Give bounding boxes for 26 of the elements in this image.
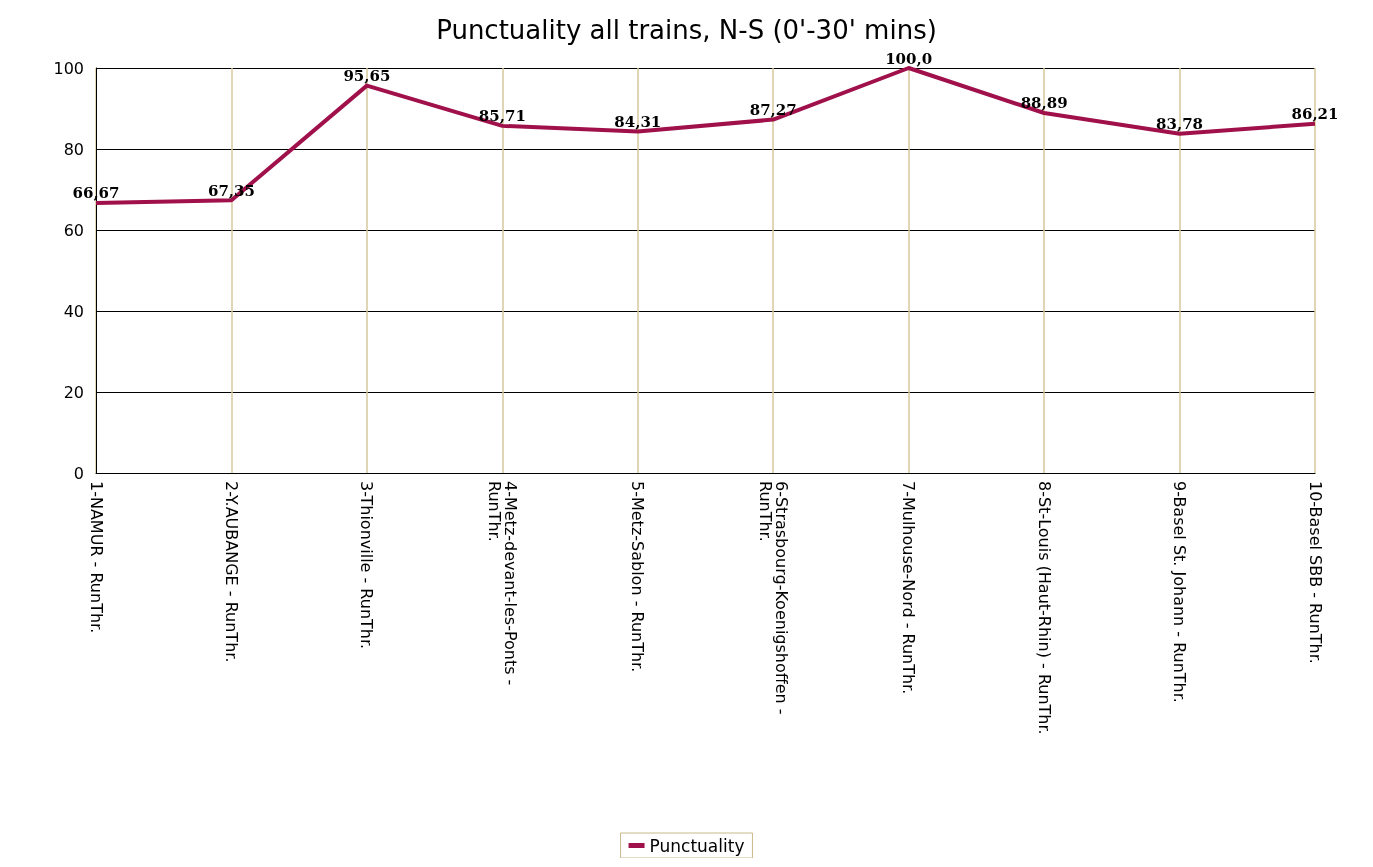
x-tick-label: 4-Metz-devant-les-Ponts - RunThr.: [484, 481, 520, 691]
data-label: 84,31: [614, 113, 662, 132]
x-tick-label: 6-Strasbourg-Koenigshoffen - RunThr.: [755, 481, 791, 720]
y-tick-label: 100: [53, 58, 84, 78]
data-label: 86,21: [1291, 105, 1339, 124]
x-tick-label: 3-Thionville - RunThr.: [357, 481, 377, 650]
data-label: 95,65: [343, 67, 391, 86]
data-label: 88,89: [1020, 94, 1068, 113]
x-tick-label: 8-St-Louis (Haut-Rhin) - RunThr.: [1034, 481, 1054, 735]
y-tick-label: 80: [63, 139, 84, 159]
data-label: 83,78: [1156, 115, 1204, 134]
chart-title: Punctuality all trains, N-S (0'-30' mins): [436, 15, 937, 45]
x-tick-label: 5-Metz-Sablon - RunThr.: [628, 481, 648, 673]
data-label: 87,27: [749, 101, 797, 120]
data-label: 100,0: [885, 49, 933, 68]
legend-label: Punctuality: [649, 835, 745, 856]
y-tick-label: 0: [73, 463, 84, 483]
x-tick-label: 9-Basel St. Johann - RunThr.: [1170, 481, 1190, 703]
x-tick-label: 7-Mulhouse-Nord - RunThr.: [899, 481, 919, 695]
y-tick-label: 20: [63, 382, 84, 402]
data-label: 85,71: [478, 107, 526, 126]
x-tick-label: 10-Basel SBB - RunThr.: [1305, 481, 1325, 664]
y-tick-label: 60: [63, 220, 84, 240]
x-tick-label: 2-Y.AUBANGE - RunThr.: [221, 481, 241, 663]
x-tick-label: 1-NAMUR - RunThr.: [86, 481, 106, 634]
y-tick-label: 40: [63, 301, 84, 321]
